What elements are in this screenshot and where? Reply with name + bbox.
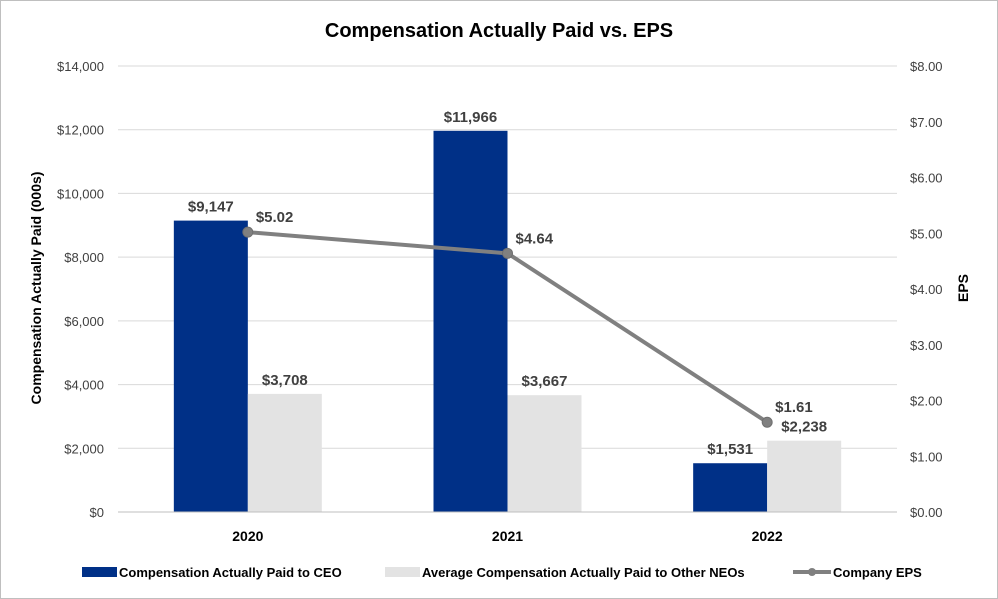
- legend-item-eps[interactable]: Company EPS: [793, 565, 922, 580]
- legend-swatch-neo: [385, 567, 420, 577]
- legend-label-eps: Company EPS: [833, 565, 922, 580]
- bar-ceo-2021: [433, 130, 508, 512]
- x-tick-label-2022: 2022: [752, 528, 783, 544]
- y-tick-label: $6,000: [64, 314, 104, 329]
- bar-neo-2021: [507, 395, 582, 512]
- y2-tick-label: $3.00: [910, 338, 943, 353]
- y2-tick-label: $0.00: [910, 505, 943, 520]
- data-labels: $9,147 $11,966 $1,531 $3,708 $3,667 $2,238 $5.…: [188, 109, 827, 458]
- data-label-ceo-2020: $9,147: [188, 199, 234, 216]
- eps-label-2021: $4.64: [516, 230, 554, 247]
- bar-ceo-2020: [173, 220, 248, 512]
- data-label-ceo-2021: $11,966: [444, 109, 497, 126]
- y-axis-left: $0 $2,000 $4,000 $6,000 $8,000 $10,000 $12,000…: [57, 59, 104, 520]
- legend-item-ceo[interactable]: Compensation Actually Paid to CEO: [82, 565, 342, 580]
- chart-title: Compensation Actually Paid vs. EPS: [325, 20, 673, 42]
- legend-label-neo: Average Compensation Actually Paid to Ot…: [422, 565, 745, 580]
- bar-neo-2020: [247, 393, 322, 512]
- data-label-neo-2022: $2,238: [781, 419, 827, 436]
- x-axis: 2020 2021 2022: [118, 511, 897, 544]
- legend-swatch-ceo: [82, 567, 117, 577]
- y-tick-label: $10,000: [57, 186, 104, 201]
- bars: [173, 130, 842, 512]
- y-tick-label: $14,000: [57, 59, 104, 74]
- legend-marker-eps: [808, 568, 816, 576]
- bar-neo-2022: [767, 440, 842, 512]
- y-tick-label: $12,000: [57, 123, 104, 138]
- eps-line: [242, 226, 773, 428]
- bar-ceo-2022: [693, 463, 768, 512]
- data-label-ceo-2022: $1,531: [707, 441, 753, 458]
- y-tick-label: $0: [90, 505, 104, 520]
- y-tick-label: $2,000: [64, 441, 104, 456]
- y-axis-title: Compensation Actually Paid (000s): [28, 172, 44, 405]
- data-label-neo-2021: $3,667: [522, 373, 568, 390]
- y-axis-right: $0.00 $1.00 $2.00 $3.00 $4.00 $5.00 $6.00 $7.00…: [910, 59, 943, 520]
- x-tick-label-2021: 2021: [492, 528, 523, 544]
- y2-axis-title: EPS: [955, 274, 971, 302]
- y2-tick-label: $7.00: [910, 115, 943, 130]
- data-label-neo-2020: $3,708: [262, 372, 308, 389]
- y2-tick-label: $2.00: [910, 394, 943, 409]
- y2-tick-label: $8.00: [910, 59, 943, 74]
- y2-tick-label: $1.00: [910, 449, 943, 464]
- y2-tick-label: $6.00: [910, 171, 943, 186]
- legend: Compensation Actually Paid to CEO Averag…: [82, 565, 922, 580]
- y-tick-label: $8,000: [64, 250, 104, 265]
- eps-label-2022: $1.61: [775, 399, 813, 416]
- eps-point-2022: [761, 416, 773, 428]
- eps-label-2020: $5.02: [256, 209, 294, 226]
- legend-label-ceo: Compensation Actually Paid to CEO: [119, 565, 342, 580]
- eps-point-2021: [502, 247, 513, 259]
- legend-item-neo[interactable]: Average Compensation Actually Paid to Ot…: [385, 565, 745, 580]
- y2-tick-label: $4.00: [910, 282, 943, 297]
- y-tick-label: $4,000: [64, 378, 104, 393]
- eps-point-2020: [242, 226, 254, 238]
- x-tick-label-2020: 2020: [232, 528, 263, 544]
- y2-tick-label: $5.00: [910, 226, 943, 241]
